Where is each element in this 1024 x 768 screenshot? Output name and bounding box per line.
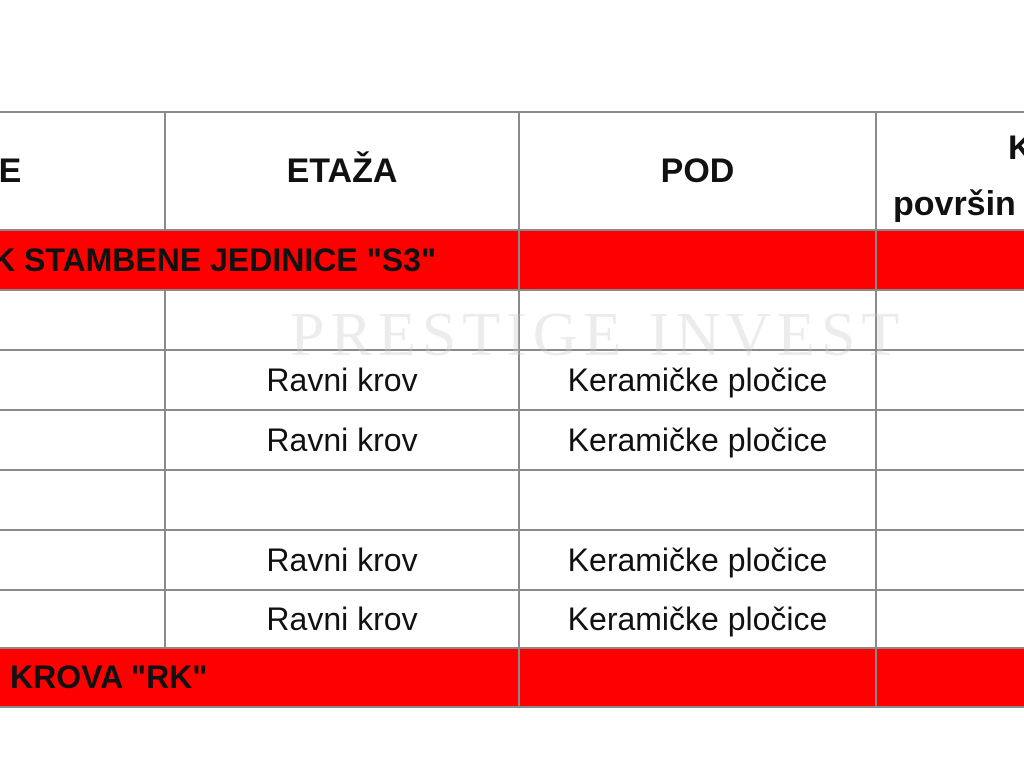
grid-line [0,349,1024,351]
grid-line [0,409,1024,411]
cell-pod: Keramičke pločice [567,421,828,458]
grid-line [164,111,166,231]
section-label: K STAMBENE JEDINICE "S3" [0,241,437,278]
grid-line [164,289,166,648]
section-row-bg [0,231,1024,290]
grid-line [0,647,1024,649]
header-col4-line2: površin [893,184,1016,223]
cell-etaza: Ravni krov [266,361,418,398]
cell-pod: Keramičke pločice [567,361,828,398]
grid-line [0,529,1024,531]
grid-line [0,111,1024,113]
section-row-bg [0,648,1024,707]
grid-line [0,229,1024,231]
header-cell: E [0,151,22,190]
grid-line [0,289,1024,291]
grid-line [875,111,877,708]
cell-etaza: Ravni krov [266,541,418,578]
header-etaza: ETAŽA [286,151,398,190]
header-col4-line1: K [1008,128,1024,167]
grid-line [0,589,1024,591]
section-label: KROVA "RK" [10,658,208,695]
cell-pod: Keramičke pločice [567,600,828,637]
cell-pod [520,291,875,349]
cell-etaza [166,471,518,529]
cell-etaza: Ravni krov [266,600,418,637]
grid-line [0,469,1024,471]
cell-pod: Keramičke pločice [567,541,828,578]
grid-line [518,111,520,708]
cell-pod [520,471,875,529]
cell-etaza [166,291,518,349]
header-pod: POD [660,151,735,190]
cell-etaza: Ravni krov [266,421,418,458]
grid-line [0,706,1024,708]
